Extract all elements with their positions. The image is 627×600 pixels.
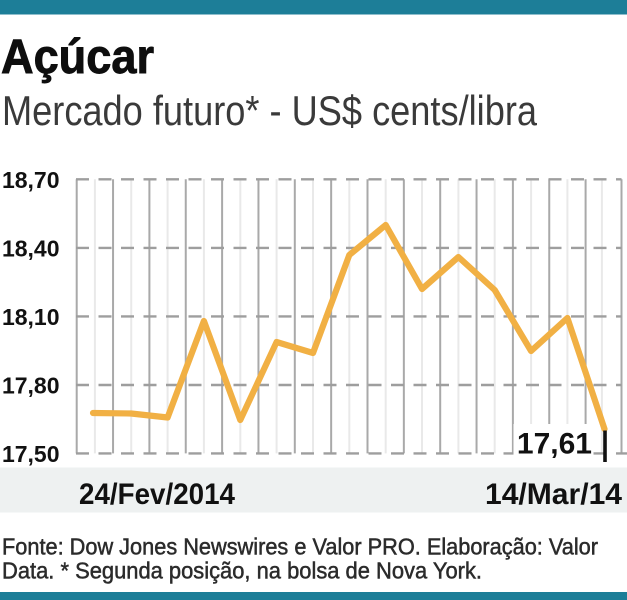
svg-text:24/Fev/2014: 24/Fev/2014	[79, 478, 235, 511]
svg-text:17,61: 17,61	[517, 428, 592, 461]
svg-text:Data. * Segunda posição, na bo: Data. * Segunda posição, na bolsa de Nov…	[2, 558, 482, 584]
svg-text:Açúcar: Açúcar	[1, 31, 154, 84]
svg-text:17,50: 17,50	[2, 441, 60, 467]
svg-text:18,40: 18,40	[2, 235, 60, 261]
svg-text:Fonte: Dow Jones Newswires e V: Fonte: Dow Jones Newswires e Valor PRO. …	[2, 534, 598, 560]
svg-text:18,10: 18,10	[2, 304, 60, 330]
svg-text:17,80: 17,80	[2, 373, 60, 399]
svg-text:14/Mar/14: 14/Mar/14	[485, 478, 622, 511]
svg-text:18,70: 18,70	[2, 167, 60, 193]
svg-text:Mercado futuro* - US$ cents/li: Mercado futuro* - US$ cents/libra	[2, 87, 538, 134]
